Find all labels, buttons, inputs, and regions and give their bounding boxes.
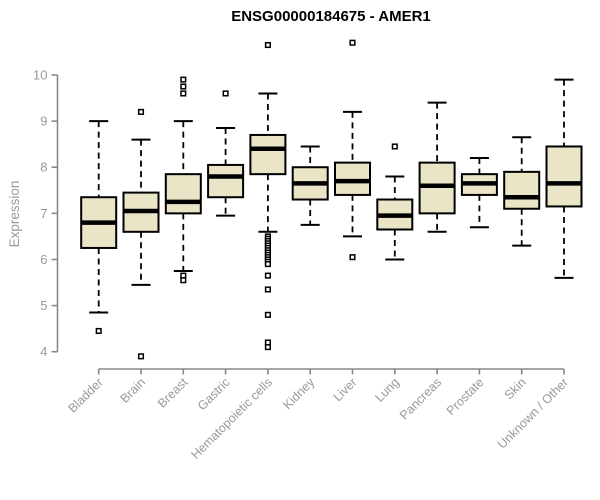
- y-tick-label: 5: [40, 298, 47, 313]
- iqr-box: [545, 145, 583, 208]
- iqr-box: [334, 161, 371, 196]
- y-axis-label: Expression: [7, 181, 22, 248]
- boxplot-breast: [164, 76, 202, 284]
- boxplot-skin: [503, 136, 541, 247]
- boxplot-hematopoietic-cells: [249, 41, 287, 351]
- y-tick-label: 8: [40, 160, 47, 175]
- y-axis: 4 5 6 7 8 9 10: [33, 68, 59, 359]
- boxplot-lung: [376, 143, 414, 261]
- outlier-point: [264, 286, 271, 293]
- outlier-point: [349, 254, 356, 261]
- outlier-point: [180, 90, 187, 97]
- y-tick-label: 4: [40, 344, 47, 359]
- iqr-box: [503, 170, 541, 210]
- outlier-point: [180, 277, 187, 284]
- chart-title: ENSG00000184675 - AMER1: [231, 8, 431, 25]
- boxplot-prostate: [460, 157, 498, 229]
- boxplot-bladder: [80, 120, 118, 335]
- y-tick-label: 7: [40, 206, 47, 221]
- outlier-point: [95, 327, 102, 335]
- outlier-point: [222, 90, 229, 97]
- boxplot-brain: [122, 108, 160, 360]
- outlier-point: [137, 108, 145, 115]
- y-tick-label: 6: [40, 252, 47, 267]
- x-category-label: Hematopoietic cells: [188, 375, 275, 462]
- outlier-point: [264, 344, 271, 351]
- outlier-point: [264, 272, 271, 279]
- x-category-label: Lung: [372, 375, 402, 405]
- axes: 4 5 6 7 8 9 10 Bladder Brain Breast GastricHematop…: [33, 68, 571, 462]
- x-category-label: Brain: [118, 375, 149, 406]
- x-category-label: Liver: [331, 375, 360, 404]
- boxplot-gastric: [207, 90, 245, 217]
- outlier-point: [137, 353, 145, 360]
- iqr-box: [164, 173, 202, 215]
- y-tick-label: 10: [33, 68, 47, 83]
- outlier-point: [180, 83, 187, 90]
- outlier-point: [180, 76, 187, 83]
- boxplot-pancreas: [418, 101, 456, 233]
- x-category-label: Gastric: [195, 375, 233, 413]
- plot-area: [80, 39, 583, 360]
- x-category-label: Bladder: [65, 375, 105, 415]
- boxplot-kidney: [291, 145, 329, 226]
- y-tick-label: 9: [40, 114, 47, 129]
- outlier-point: [391, 143, 398, 150]
- x-category-label: Skin: [502, 375, 529, 402]
- outlier-point: [264, 311, 271, 318]
- x-category-label: Kidney: [280, 375, 317, 412]
- boxplot-unknown-other: [545, 78, 583, 279]
- iqr-box: [207, 163, 245, 199]
- x-category-label: Breast: [155, 375, 191, 411]
- x-category-label: Pancreas: [397, 375, 444, 422]
- iqr-box: [418, 161, 456, 215]
- boxplot-liver: [334, 39, 371, 261]
- outlier-point: [349, 39, 356, 46]
- iqr-box: [249, 133, 287, 176]
- x-category-label: Prostate: [444, 375, 487, 418]
- outlier-point: [264, 41, 271, 49]
- outlier-point: [264, 261, 271, 268]
